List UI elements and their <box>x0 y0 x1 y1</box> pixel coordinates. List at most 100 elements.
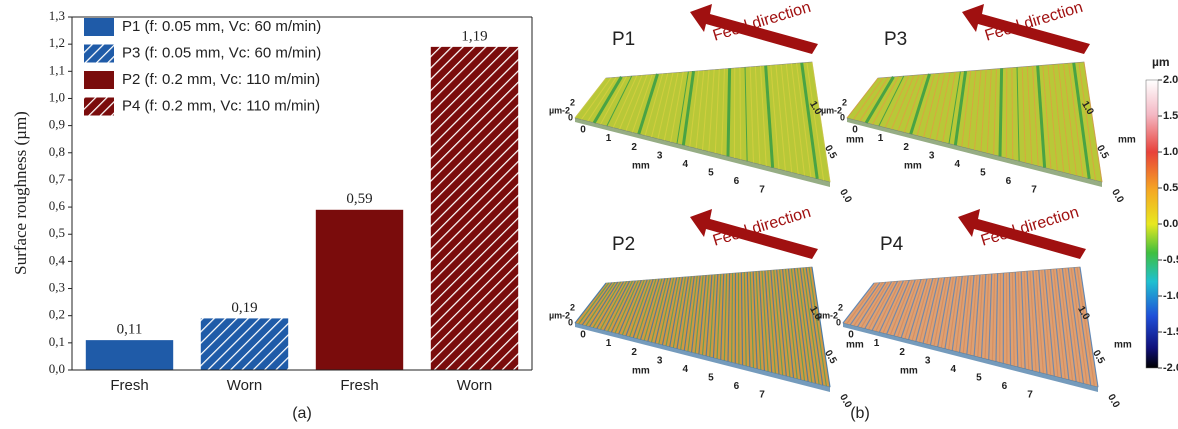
surface-stripe <box>625 74 648 131</box>
surface-stripe <box>592 281 622 328</box>
x-tick-label: 5 <box>708 372 714 383</box>
surface-stripe <box>922 277 940 344</box>
surface-stripe <box>967 70 977 149</box>
surface-stripe <box>852 77 884 120</box>
x-tick-label: 7 <box>1027 390 1033 401</box>
x-tick-label: 0 <box>848 330 854 341</box>
legend-swatch <box>84 97 114 116</box>
z-unit: µm <box>549 105 562 115</box>
surface-stripe <box>1017 271 1023 368</box>
surface-stripe <box>909 73 931 135</box>
surface-stripe <box>749 66 754 163</box>
y-axis-label: Surface roughness (µm) <box>11 111 30 275</box>
surface-stripe <box>581 282 613 326</box>
y-tick-label: 0,5 <box>49 225 65 240</box>
x-tick-label: 2 <box>631 347 637 358</box>
surface-panel: P1 Feed direction01234567mm0.00.51.0mmµm2… <box>549 0 864 205</box>
surface-stripe <box>1026 271 1034 371</box>
z-tick-label: -2 <box>562 310 570 320</box>
surface-stripe <box>891 75 915 130</box>
feed-arrow <box>690 209 818 259</box>
surface-stripe <box>726 68 732 157</box>
surface-stripe <box>875 280 902 332</box>
surface-stripe <box>984 274 990 359</box>
colorbar-tick-label: 1.5 <box>1163 110 1178 122</box>
x-tick-label: 3 <box>925 355 931 366</box>
colorbar-unit: µm <box>1152 55 1170 69</box>
x-tick-label: 3 <box>657 150 663 161</box>
surface-stripe <box>587 76 617 122</box>
surface-stripe <box>663 72 679 141</box>
z-tick-label: 0 <box>836 317 841 327</box>
surface-stripe <box>796 268 813 383</box>
surface-stripe <box>1008 272 1012 366</box>
z-unit: µm <box>549 310 562 320</box>
surface-stripe <box>900 279 922 338</box>
legend-swatch <box>84 44 114 63</box>
surface-stripe <box>867 281 896 330</box>
surface-stripe <box>574 282 607 324</box>
surface-stripe <box>784 268 798 379</box>
value-label: 1,19 <box>461 28 487 44</box>
surface-stripe <box>1078 62 1097 181</box>
colorbar-tick-label: -1.5 <box>1163 326 1178 338</box>
surface-stripe <box>578 282 610 325</box>
surface-stripe <box>681 70 696 146</box>
x-unit: mm <box>904 161 922 172</box>
surface-stripe <box>800 62 819 179</box>
surface-stripe <box>761 270 769 372</box>
y-tick-label: 0.0 <box>1105 392 1122 410</box>
surface-stripe <box>796 63 812 178</box>
z-tick-label: 0 <box>568 112 573 122</box>
surface-stripe <box>988 273 993 360</box>
y-tick-label: 0,1 <box>49 334 65 349</box>
y-tick-label: 0.0 <box>1109 187 1126 205</box>
panel-label: P1 <box>612 29 635 50</box>
surface-stripe <box>948 71 961 144</box>
panel-label: P4 <box>880 234 904 255</box>
x-tick-label: 4 <box>951 364 957 375</box>
x-tick-label: 5 <box>708 167 714 178</box>
x-tick-label: 0 <box>852 125 858 136</box>
surface-stripe <box>785 63 799 175</box>
x-tick-label: 4 <box>683 364 689 375</box>
surface-stripe <box>721 68 725 155</box>
y-unit: mm <box>1114 340 1132 351</box>
surface-stripe <box>744 67 748 162</box>
surface-stripe <box>805 267 824 386</box>
colorbar-tick-label: -1.0 <box>1163 290 1178 302</box>
x-tick-label: 6 <box>734 381 740 392</box>
surface-edge <box>847 118 1102 187</box>
surface-stripe <box>695 70 705 149</box>
surface-stripe <box>670 71 684 143</box>
surface-stripe <box>749 271 755 368</box>
surface-stripe <box>893 279 916 337</box>
surface-stripe <box>806 62 825 181</box>
surface-stripe <box>787 268 802 380</box>
z-unit: µm <box>817 310 830 320</box>
z-tick-label: 2 <box>842 97 847 107</box>
x-tick-label: Worn <box>457 377 493 394</box>
surface-stripe <box>596 281 625 329</box>
surface-stripe <box>897 74 920 131</box>
surface-stripe <box>951 276 963 351</box>
surface-stripe <box>702 69 710 151</box>
surface-stripe <box>846 77 879 119</box>
x-tick-label: 7 <box>1031 185 1037 196</box>
surface-stripe <box>689 70 700 147</box>
surface-stripe <box>770 270 780 375</box>
surface-stripe <box>580 77 612 120</box>
surface-stripe <box>712 274 719 358</box>
x-tick-label: 5 <box>980 167 986 178</box>
colorbar-tick-label: 0.5 <box>1163 182 1178 194</box>
surface-stripe <box>603 280 631 331</box>
surface-stripe <box>723 273 728 361</box>
surface-panel: P3 Feed direction01234567mm0.00.51.0mmµm2… <box>821 0 1136 205</box>
surface-stripe <box>793 268 809 382</box>
surface-stripe <box>758 271 766 371</box>
surface-stripe <box>999 273 1002 363</box>
y-tick-label: 0,3 <box>49 280 65 295</box>
surface-stripe <box>669 276 684 347</box>
surface-stripe <box>599 281 628 330</box>
